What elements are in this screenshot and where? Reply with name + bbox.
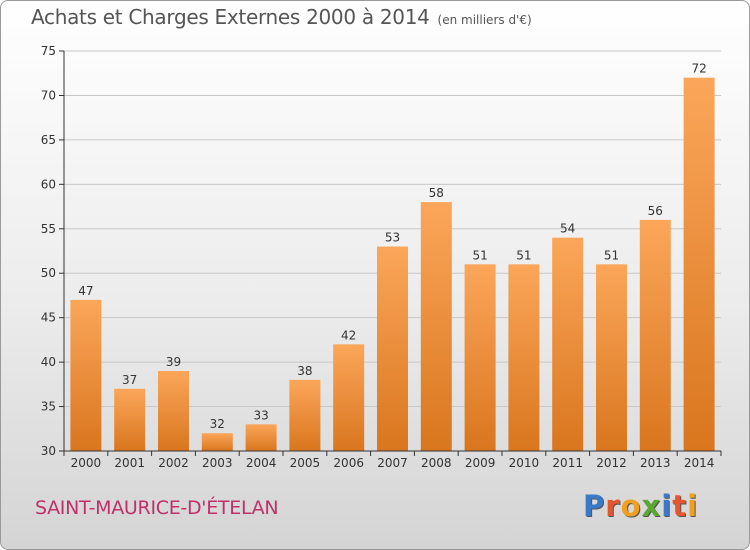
axes: 30 35 40 45 50 55 60 65 70 75 2000 2001 2002 2003 2004… bbox=[41, 44, 722, 470]
x-tick-label: 2003 bbox=[202, 456, 233, 470]
x-tick-label: 2013 bbox=[640, 456, 671, 470]
bar-2013 bbox=[639, 219, 671, 451]
bar-2014 bbox=[683, 77, 715, 452]
x-tick-label: 2012 bbox=[596, 456, 627, 470]
x-tick-label: 2011 bbox=[552, 456, 583, 470]
bar-2007 bbox=[377, 246, 408, 451]
x-tick-label: 2009 bbox=[465, 456, 496, 470]
bar-2005 bbox=[289, 379, 321, 451]
x-tick-label: 2001 bbox=[114, 456, 145, 470]
logo-letter: x bbox=[641, 489, 662, 523]
commune-name: SAINT-MAURICE-D'ÉTELAN bbox=[35, 497, 279, 519]
proxiti-logo: Proxiti bbox=[583, 489, 698, 523]
bars: 47 37 39 32 33 38 42 53 58 51 51 54 51 56 72 bbox=[70, 62, 715, 452]
x-tick-label: 2007 bbox=[377, 456, 408, 470]
x-tick-label: 2004 bbox=[246, 456, 277, 470]
data-label: 72 bbox=[691, 62, 706, 76]
x-tick-label: 2002 bbox=[158, 456, 189, 470]
data-label: 47 bbox=[78, 284, 93, 298]
y-tick-label: 30 bbox=[41, 444, 56, 458]
y-tick-label: 50 bbox=[41, 266, 56, 280]
y-tick-label: 40 bbox=[41, 355, 56, 369]
data-label: 53 bbox=[385, 231, 400, 245]
data-label: 37 bbox=[122, 373, 137, 387]
y-tick-label: 35 bbox=[41, 400, 56, 414]
data-label: 58 bbox=[429, 186, 444, 200]
bar-2009 bbox=[464, 264, 496, 451]
logo-letter: P bbox=[583, 489, 606, 523]
data-label: 51 bbox=[472, 248, 487, 262]
y-tick-label: 55 bbox=[41, 222, 56, 236]
logo-letter: i bbox=[687, 489, 699, 523]
data-label: 54 bbox=[560, 222, 575, 236]
bar-2012 bbox=[596, 264, 627, 451]
x-tick-label: 2014 bbox=[684, 456, 715, 470]
bar-2008 bbox=[420, 202, 452, 451]
logo-letter: t bbox=[672, 489, 688, 523]
data-label: 33 bbox=[253, 408, 268, 422]
x-tick-label: 2000 bbox=[71, 456, 102, 470]
data-label: 32 bbox=[210, 417, 225, 431]
bar-2010 bbox=[508, 264, 540, 451]
x-tick-label: 2008 bbox=[421, 456, 452, 470]
logo-letter: i bbox=[661, 489, 673, 523]
bar-2006 bbox=[333, 344, 365, 451]
data-label: 56 bbox=[648, 204, 663, 218]
logo-letter: o bbox=[620, 489, 642, 523]
chart-title: Achats et Charges Externes 2000 à 2014 (e… bbox=[31, 5, 532, 29]
y-tick-label: 65 bbox=[41, 133, 56, 147]
x-tick-label: 2010 bbox=[509, 456, 540, 470]
bar-2000 bbox=[70, 299, 102, 451]
bar-2004 bbox=[245, 424, 277, 451]
bar-2001 bbox=[114, 388, 146, 451]
y-tick-label: 70 bbox=[41, 88, 56, 102]
chart-title-text: Achats et Charges Externes 2000 à 2014 bbox=[31, 5, 430, 29]
chart-subtitle: (en milliers d'€) bbox=[437, 13, 532, 27]
y-tick-label: 75 bbox=[41, 44, 56, 58]
x-tick-label: 2005 bbox=[290, 456, 321, 470]
data-label: 42 bbox=[341, 328, 356, 342]
y-tick-label: 60 bbox=[41, 177, 56, 191]
data-label: 39 bbox=[166, 355, 181, 369]
data-label: 51 bbox=[604, 248, 619, 262]
data-label: 38 bbox=[297, 364, 312, 378]
bar-2003 bbox=[201, 433, 233, 451]
y-tick-label: 45 bbox=[41, 311, 56, 325]
x-tick-label: 2006 bbox=[333, 456, 364, 470]
bar-2002 bbox=[158, 371, 189, 451]
bar-2011 bbox=[552, 237, 584, 451]
logo-letter: r bbox=[605, 489, 621, 523]
data-label: 51 bbox=[516, 248, 531, 262]
